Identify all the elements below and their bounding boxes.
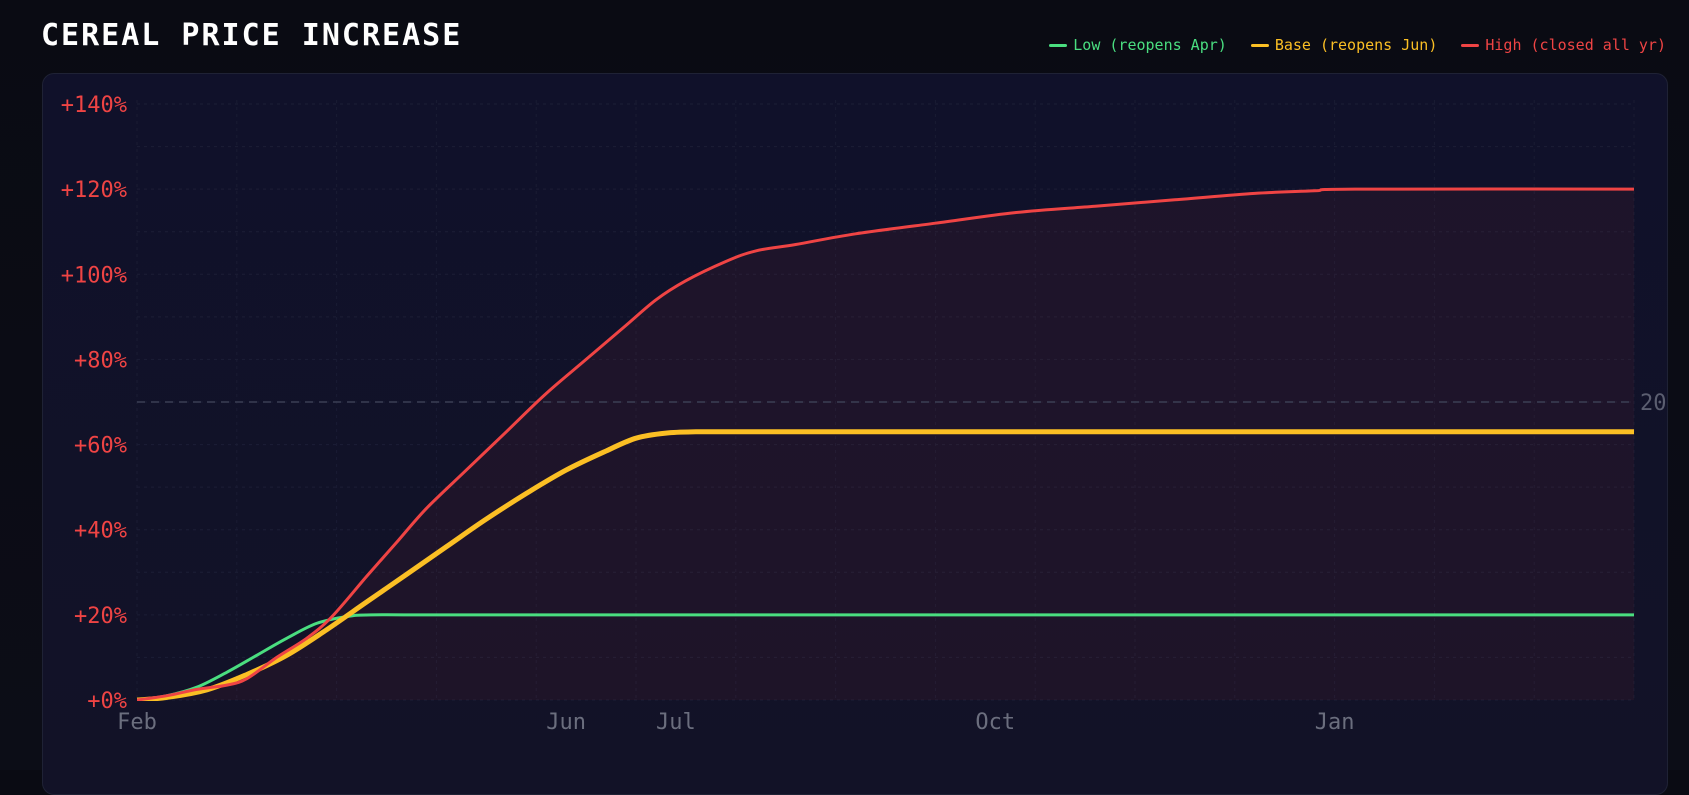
legend-item-base: Base (reopens Jun) (1250, 36, 1438, 54)
x-tick-label: Jan (1315, 710, 1355, 735)
area-fill (137, 189, 1634, 700)
chart-canvas: 20 +0% +20% +40% +60% +80% +100% +120% +140% Fe… (61, 93, 1667, 735)
legend-label-base: Base (reopens Jun) (1274, 36, 1438, 54)
legend-label-low: Low (reopens Apr) (1073, 36, 1227, 54)
y-tick-label: +120% (61, 178, 127, 203)
legend-label-high: High (closed all yr) (1485, 36, 1666, 54)
y-tick-label: +100% (61, 263, 127, 288)
reference-line-group: 20 (137, 391, 1667, 416)
legend-item-high: High (closed all yr) (1461, 36, 1666, 54)
x-axis-ticks: Feb Jun Jul Oct Jan (117, 710, 1354, 735)
series-low-line (137, 613, 1634, 701)
legend-swatch-high (1461, 43, 1480, 47)
legend: Low (reopens Apr) Base (reopens Jun) Hig… (1049, 36, 1666, 54)
y-tick-label: +60% (74, 434, 127, 459)
y-tick-label: +140% (61, 93, 127, 118)
area-high (137, 189, 1634, 700)
x-tick-label: Jul (656, 710, 696, 735)
legend-item-low: Low (reopens Apr) (1049, 36, 1227, 54)
series-base-line (137, 429, 1634, 701)
x-tick-label: Jun (546, 710, 586, 735)
x-tick-label: Oct (975, 710, 1015, 735)
y-tick-label: +40% (74, 519, 127, 544)
y-tick-label: +80% (74, 348, 127, 373)
series-group (137, 187, 1634, 701)
reference-line-label: 20 (1640, 391, 1667, 416)
chart-title: CEREAL PRICE INCREASE (41, 18, 463, 53)
x-tick-label: Feb (117, 710, 157, 735)
y-tick-label: +0% (87, 689, 127, 714)
series-high-line (137, 187, 1634, 701)
legend-swatch-base (1250, 43, 1269, 47)
y-axis-ticks: +0% +20% +40% +60% +80% +100% +120% +140% (61, 93, 127, 714)
legend-swatch-low (1049, 43, 1068, 47)
y-tick-label: +20% (74, 604, 127, 629)
